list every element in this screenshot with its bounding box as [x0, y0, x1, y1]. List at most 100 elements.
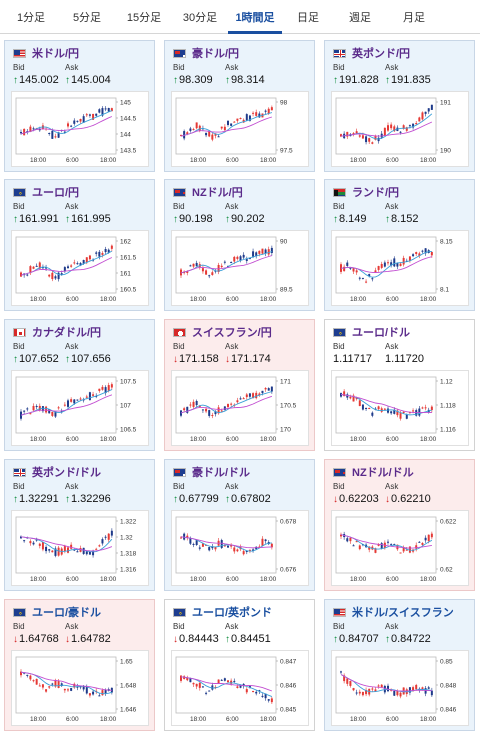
- candle-body: [220, 265, 223, 268]
- pair-name[interactable]: 豪ドル/ドル: [192, 467, 251, 479]
- up-arrow-icon: ↑: [333, 214, 338, 225]
- currency-card[interactable]: NZドル/円 Bid Ask ↑90.198 ↑90.202 90 89.5 18:…: [164, 179, 315, 311]
- candle-body: [48, 409, 51, 414]
- pair-name[interactable]: 米ドル/スイスフラン: [352, 607, 454, 619]
- tab-2[interactable]: 15分足: [126, 12, 162, 24]
- candle-body: [41, 542, 44, 550]
- candle-body: [358, 135, 361, 137]
- bid-label: Bid: [13, 63, 25, 72]
- currency-card[interactable]: NZドル/ドル Bid Ask ↓0.62203 ↓0.62210 0.622 0…: [324, 459, 475, 591]
- currency-card[interactable]: ユーロ/ドル Bid Ask 1.11717 1.11720 1.12 1.118…: [324, 319, 475, 451]
- up-arrow-icon: ↑: [333, 75, 338, 86]
- candlestick-chart[interactable]: 162 161.5 161 160.5 18:00 6:00 18:00: [11, 230, 149, 306]
- currency-card[interactable]: 豪ドル/ドル Bid Ask ↑0.67799 ↑0.67802 0.678 0.…: [164, 459, 315, 591]
- currency-card[interactable]: ランド/円 Bid Ask ↑8.149 ↑8.152 8.15 8.1 18:00…: [324, 179, 475, 311]
- pair-name[interactable]: 豪ドル/円: [192, 48, 240, 60]
- candle-body: [51, 272, 54, 280]
- candle-body: [365, 690, 368, 695]
- pair-title: スイスフラン/円: [173, 325, 272, 339]
- candle-body: [186, 406, 189, 413]
- tab-5[interactable]: 日足: [297, 12, 319, 24]
- tab-1[interactable]: 5分足: [72, 12, 102, 24]
- x-tick-label: 18:00: [190, 296, 207, 303]
- pair-name[interactable]: NZドル/円: [192, 187, 243, 199]
- candle-body: [236, 549, 239, 552]
- candlestick-chart[interactable]: 98 97.5 18:00 6:00 18:00: [171, 91, 309, 167]
- candlestick-chart[interactable]: 107.5 107 106.5 18:00 6:00 18:00: [11, 370, 149, 446]
- pair-name[interactable]: ユーロ/豪ドル: [32, 607, 102, 619]
- candlestick-chart[interactable]: 1.65 1.648 1.646 18:00 6:00 18:00: [11, 650, 149, 726]
- y-tick-label: 1.65: [120, 659, 133, 666]
- candlestick-chart[interactable]: 90 89.5 18:00 6:00 18:00: [171, 230, 309, 306]
- tab-0[interactable]: 1分足: [16, 12, 46, 24]
- candle-body: [258, 546, 261, 548]
- x-tick-label: 18:00: [190, 576, 207, 583]
- candlestick-chart[interactable]: 171 170.5 170 18:00 6:00 18:00: [171, 370, 309, 446]
- candle-body: [255, 252, 258, 257]
- x-tick-label: 18:00: [420, 436, 437, 443]
- candle-body: [245, 689, 248, 693]
- currency-card[interactable]: スイスフラン/円 Bid Ask ↓171.158 ↓171.174 171 17…: [164, 319, 315, 451]
- currency-card[interactable]: 米ドル/スイスフラン Bid Ask ↑0.84707 ↑0.84722 0.8…: [324, 599, 475, 731]
- ask-label: Ask: [65, 63, 79, 72]
- currency-card[interactable]: カナダドル/円 Bid Ask ↑107.652 ↑107.656 107.5 1…: [4, 319, 155, 451]
- x-tick-label: 18:00: [100, 157, 117, 164]
- pair-name[interactable]: 英ポンド/ドル: [32, 467, 102, 479]
- candle-body: [54, 548, 57, 556]
- candle-body: [399, 692, 402, 697]
- candlestick-chart[interactable]: 1.12 1.118 1.116 18:00 6:00 18:00: [331, 370, 469, 446]
- candle-body: [192, 543, 195, 545]
- tab-3[interactable]: 30分足: [182, 12, 218, 24]
- candle-body: [192, 263, 195, 267]
- pair-name[interactable]: NZドル/ドル: [352, 467, 414, 479]
- pair-name[interactable]: ユーロ/英ポンド: [192, 607, 273, 619]
- currency-card[interactable]: 英ポンド/円 Bid Ask ↑191.828 ↑191.835 191 190 1…: [324, 40, 475, 172]
- currency-card[interactable]: 米ドル/円 Bid Ask ↑145.002 ↑145.004 145 144.5…: [4, 40, 155, 172]
- pair-name[interactable]: スイスフラン/円: [192, 327, 272, 339]
- tab-4[interactable]: 1時間足: [228, 0, 282, 34]
- candlestick-chart[interactable]: 191 190 18:00 6:00 18:00: [331, 91, 469, 167]
- candlestick-chart[interactable]: 0.622 0.62 18:00 6:00 18:00: [331, 510, 469, 586]
- tab-6[interactable]: 週足: [349, 12, 371, 24]
- candlestick-chart[interactable]: 145 144.5 144 143.5 18:00 6:00 18:00: [11, 91, 149, 167]
- candle-body: [380, 408, 383, 412]
- up-arrow-icon: ↑: [385, 75, 390, 86]
- currency-card[interactable]: 豪ドル/円 Bid Ask ↑98.309 ↑98.314 98 97.5 18:0…: [164, 40, 315, 172]
- up-arrow-icon: ↑: [13, 354, 18, 365]
- x-tick-label: 6:00: [66, 157, 79, 164]
- candlestick-chart[interactable]: 1.322 1.32 1.318 1.316 18:00 6:00 18:00: [11, 510, 149, 586]
- moving-average-line: [180, 116, 273, 137]
- candlestick-chart[interactable]: 8.15 8.1 18:00 6:00 18:00: [331, 230, 469, 306]
- y-tick-label: 170: [280, 427, 291, 434]
- candle-body: [261, 248, 264, 254]
- candle-body: [380, 263, 383, 268]
- candlestick-chart[interactable]: 0.678 0.676 18:00 6:00 18:00: [171, 510, 309, 586]
- currency-card[interactable]: ユーロ/豪ドル Bid Ask ↓1.64768 ↓1.64782 1.65 1.…: [4, 599, 155, 731]
- nz-flag-icon: [333, 467, 346, 477]
- candle-body: [383, 127, 386, 136]
- candle-body: [79, 398, 82, 400]
- candle-body: [361, 691, 364, 696]
- candle-body: [60, 683, 63, 687]
- pair-name[interactable]: ランド/円: [352, 187, 400, 199]
- candlestick-chart[interactable]: 0.847 0.846 0.845 18:00 6:00 18:00: [171, 650, 309, 726]
- pair-name[interactable]: 英ポンド/円: [352, 48, 411, 60]
- up-arrow-icon: ↑: [225, 75, 230, 86]
- pair-name[interactable]: ユーロ/ドル: [352, 327, 411, 339]
- candle-body: [227, 120, 229, 125]
- candlestick-chart[interactable]: 0.85 0.848 0.846 18:00 6:00 18:00: [331, 650, 469, 726]
- down-arrow-icon: ↓: [385, 494, 390, 505]
- bid-value: 90.198: [179, 213, 213, 225]
- bid-value: 145.002: [19, 74, 59, 86]
- candle-body: [180, 410, 182, 416]
- currency-card[interactable]: 英ポンド/ドル Bid Ask ↑1.32291 ↑1.32296 1.322 1…: [4, 459, 155, 591]
- candle-body: [186, 535, 189, 539]
- currency-card[interactable]: ユーロ/英ポンド Bid Ask ↓0.84443 ↑0.84451 0.847…: [164, 599, 315, 731]
- tab-7[interactable]: 月足: [403, 12, 425, 24]
- pair-name[interactable]: ユーロ/円: [32, 187, 80, 199]
- pair-name[interactable]: カナダドル/円: [32, 327, 102, 339]
- currency-card[interactable]: ユーロ/円 Bid Ask ↑161.991 ↑161.995 162 161.5…: [4, 179, 155, 311]
- candle-body: [29, 266, 32, 274]
- pair-name[interactable]: 米ドル/円: [32, 48, 80, 60]
